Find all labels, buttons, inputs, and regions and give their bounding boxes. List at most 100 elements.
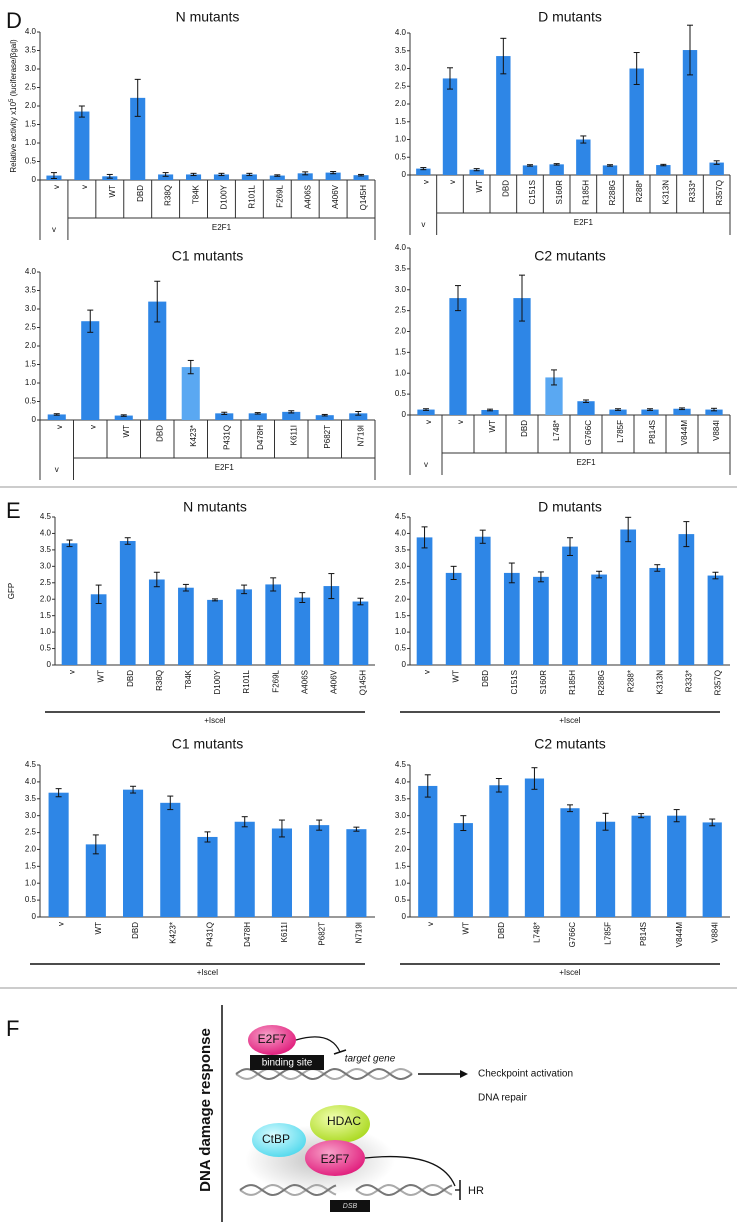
bar (641, 409, 659, 415)
group-label: E2F1 (212, 223, 232, 232)
bar (631, 815, 651, 917)
y-tick-label: 1.5 (395, 347, 407, 356)
y-tick-label: 4.0 (395, 529, 407, 538)
y-tick-label: 4.0 (395, 28, 407, 37)
y-tick-label: 2.0 (25, 845, 37, 854)
bar (503, 572, 520, 665)
x-tick-label: DBD (155, 425, 164, 442)
x-tick-label: D100Y (220, 184, 229, 209)
y-tick-label: 0.5 (25, 895, 37, 904)
bar (213, 174, 229, 180)
x-tick-label: WT (475, 180, 484, 193)
x-tick-label: C151S (528, 180, 537, 204)
bar (682, 50, 698, 175)
bar (442, 78, 458, 175)
bar (522, 165, 538, 175)
y-tick-label: 2.0 (25, 341, 37, 350)
group-label: v (421, 220, 425, 229)
y-tick-label: 1.5 (395, 117, 407, 126)
protein (310, 1105, 370, 1143)
x-tick-label: P431Q (206, 922, 215, 947)
x-tick-label: F269L (275, 184, 284, 207)
x-tick-label: G766C (584, 420, 593, 446)
y-tick-label: 3.0 (25, 64, 37, 73)
y-axis-label: Relative activity x105 (luciferase/βgal) (9, 39, 19, 173)
x-tick-label: P431Q (222, 425, 231, 450)
bar (74, 111, 90, 180)
bar (186, 174, 202, 180)
bar (265, 584, 282, 665)
x-tick-label: A406V (329, 669, 338, 694)
x-tick-label: K611I (289, 425, 298, 445)
y-tick-label: 3.0 (25, 304, 37, 313)
bar (130, 97, 146, 180)
chart: C2 mutants 0 0.5 1.0 1.5 2.0 2.5 3.0 3.5 4.0 4.5 v W… (395, 736, 730, 977)
x-tick-label: V884I (712, 420, 721, 441)
y-tick-label: 2.5 (25, 83, 37, 92)
y-tick-label: 0.5 (25, 157, 37, 166)
bar (469, 169, 484, 175)
repression-arrow (295, 1036, 341, 1053)
protein (305, 1140, 365, 1176)
x-tick-label: v (68, 670, 77, 674)
x-tick-label: DBD (131, 922, 140, 939)
x-tick-label: S160R (539, 670, 548, 695)
bar (85, 844, 106, 917)
bar (323, 586, 340, 665)
x-tick-label: S160R (555, 180, 564, 205)
x-tick-label: WT (94, 922, 103, 935)
bar (282, 411, 301, 420)
bar (481, 409, 499, 415)
chart: C2 mutants 0 0.5 1.0 1.5 2.0 2.5 3.0 3.5 4.0 v v WT D… (395, 243, 731, 475)
y-tick-label: 3.0 (395, 285, 407, 294)
y-tick-label: 0 (32, 912, 37, 921)
y-tick-label: 1.0 (395, 368, 407, 377)
y-axis-label-part: (luciferase/βgal) (9, 39, 18, 99)
binding-site (250, 1055, 324, 1070)
x-tick-label: T84K (184, 669, 193, 689)
dsb-label: DSB (343, 1203, 358, 1210)
y-tick-label: 3.0 (395, 811, 407, 820)
y-tick-label: 4.0 (25, 27, 37, 36)
bar (416, 537, 433, 665)
y-tick-label: 3.5 (40, 545, 52, 554)
x-tick-label: F269L (271, 669, 280, 692)
bar (215, 413, 234, 420)
bar (513, 298, 531, 415)
y-tick-label: 0.5 (395, 389, 407, 398)
x-tick-label: N719I (354, 922, 363, 943)
y-tick-label: 3.0 (40, 561, 52, 570)
x-tick-label: v (424, 420, 433, 424)
x-tick-label: D478H (256, 425, 265, 450)
x-tick-label: R288* (635, 180, 644, 202)
y-axis-label-part: GFP (7, 583, 16, 599)
y-tick-label: 4.0 (25, 777, 37, 786)
bar (123, 789, 144, 917)
y-tick-label: 4.5 (395, 512, 407, 521)
x-tick-label: v (426, 922, 435, 926)
x-tick-label: L748* (533, 922, 542, 943)
y-tick-label: 3.5 (395, 46, 407, 55)
x-tick-label: R101L (247, 184, 256, 208)
chart: N mutants Relative activity x105 (lucifer… (9, 9, 376, 240)
chart-title: C2 mutants (534, 736, 606, 752)
x-tick-label: R185H (568, 670, 577, 695)
y-tick-label: 0 (402, 410, 407, 419)
chart-title: C1 mutants (172, 736, 244, 752)
bar (602, 165, 618, 175)
x-tick-label: N719I (356, 425, 365, 446)
group-label: E2F1 (574, 218, 594, 227)
x-tick-label: L785F (616, 420, 625, 443)
arrowhead (460, 1070, 468, 1078)
y-tick-label: 4.0 (25, 267, 37, 276)
bar (297, 173, 313, 180)
x-tick-label: P814S (639, 922, 648, 946)
bar (236, 589, 252, 665)
bar (234, 821, 255, 917)
bar (629, 68, 644, 175)
y-axis-label-part: Relative activity x10 (9, 101, 18, 172)
bar (178, 587, 194, 665)
y-tick-label: 0 (402, 170, 407, 179)
x-tick-label: R38Q (164, 185, 173, 206)
x-tick-label: R288G (597, 670, 606, 695)
